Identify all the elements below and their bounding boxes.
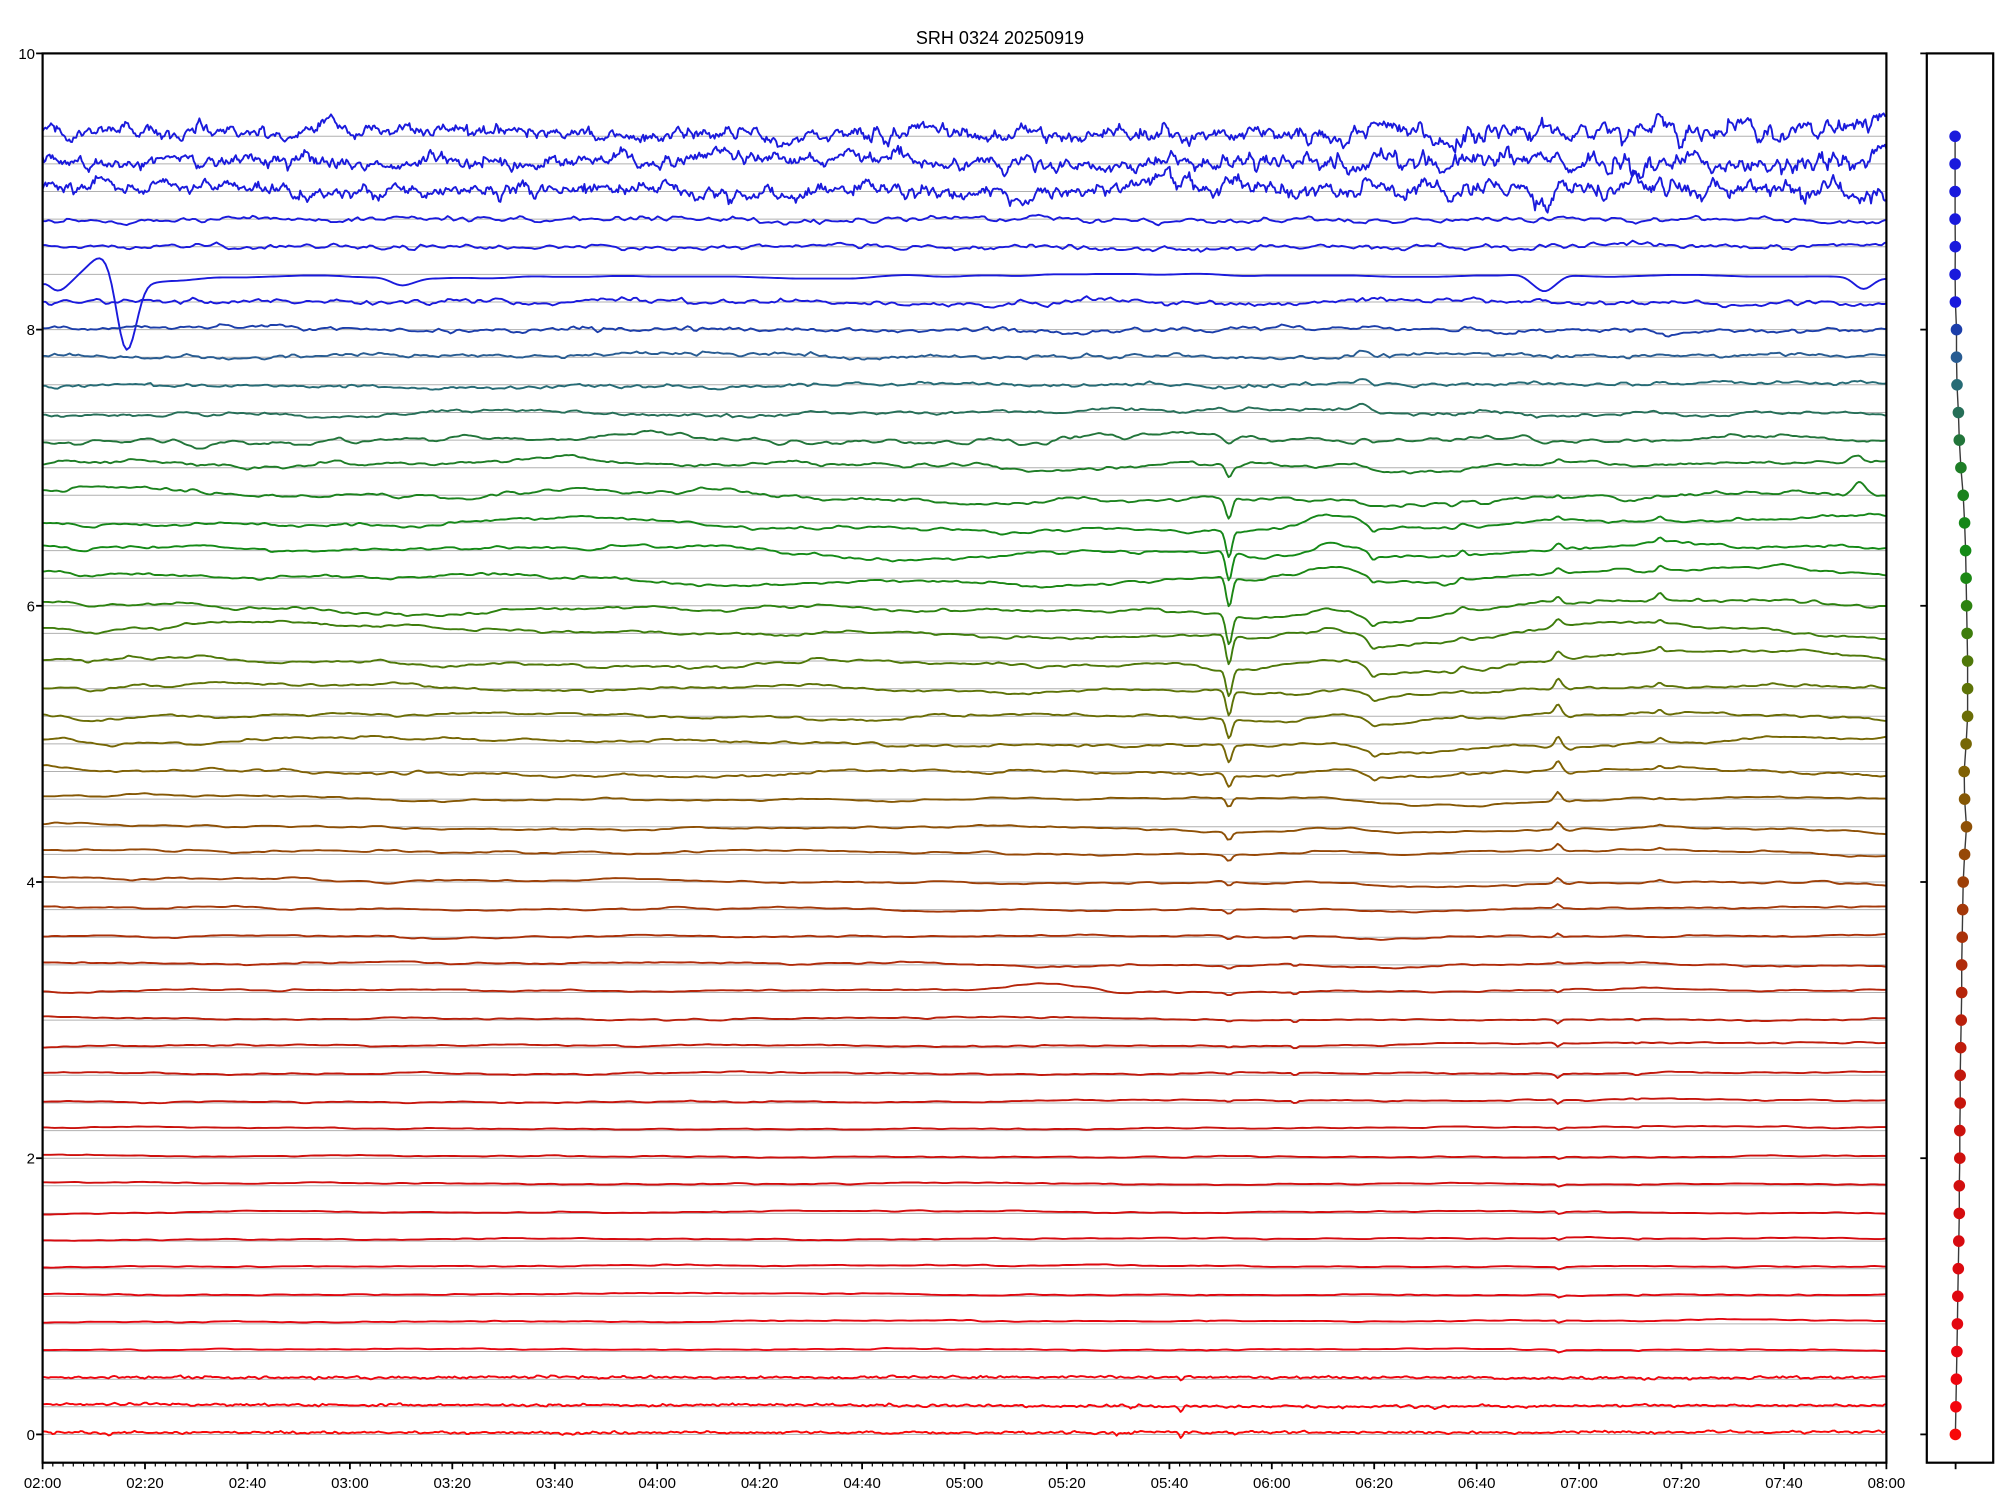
svg-text:07:20: 07:20 — [1663, 1475, 1701, 1492]
svg-text:03:20: 03:20 — [434, 1475, 472, 1492]
svg-text:8: 8 — [27, 322, 35, 339]
svg-text:07:40: 07:40 — [1765, 1475, 1803, 1492]
svg-text:SRH 0324 20250919: SRH 0324 20250919 — [916, 28, 1084, 48]
svg-text:05:00: 05:00 — [946, 1475, 984, 1492]
svg-text:03:40: 03:40 — [536, 1475, 574, 1492]
svg-text:06:20: 06:20 — [1355, 1475, 1393, 1492]
svg-text:05:40: 05:40 — [1151, 1475, 1189, 1492]
svg-text:04:40: 04:40 — [843, 1475, 881, 1492]
svg-text:02:20: 02:20 — [126, 1475, 164, 1492]
svg-text:04:20: 04:20 — [741, 1475, 779, 1492]
svg-text:2: 2 — [27, 1151, 35, 1168]
svg-text:04:00: 04:00 — [638, 1475, 676, 1492]
svg-text:08:00: 08:00 — [1868, 1475, 1906, 1492]
svg-text:07:00: 07:00 — [1560, 1475, 1598, 1492]
svg-text:05:20: 05:20 — [1048, 1475, 1086, 1492]
svg-text:06:00: 06:00 — [1253, 1475, 1291, 1492]
svg-text:02:40: 02:40 — [229, 1475, 267, 1492]
svg-text:4: 4 — [27, 875, 35, 892]
svg-text:6: 6 — [27, 598, 35, 615]
svg-text:02:00: 02:00 — [24, 1475, 62, 1492]
svg-text:10: 10 — [18, 46, 35, 63]
svg-text:0: 0 — [27, 1427, 35, 1444]
svg-text:06:40: 06:40 — [1458, 1475, 1496, 1492]
svg-text:03:00: 03:00 — [331, 1475, 369, 1492]
